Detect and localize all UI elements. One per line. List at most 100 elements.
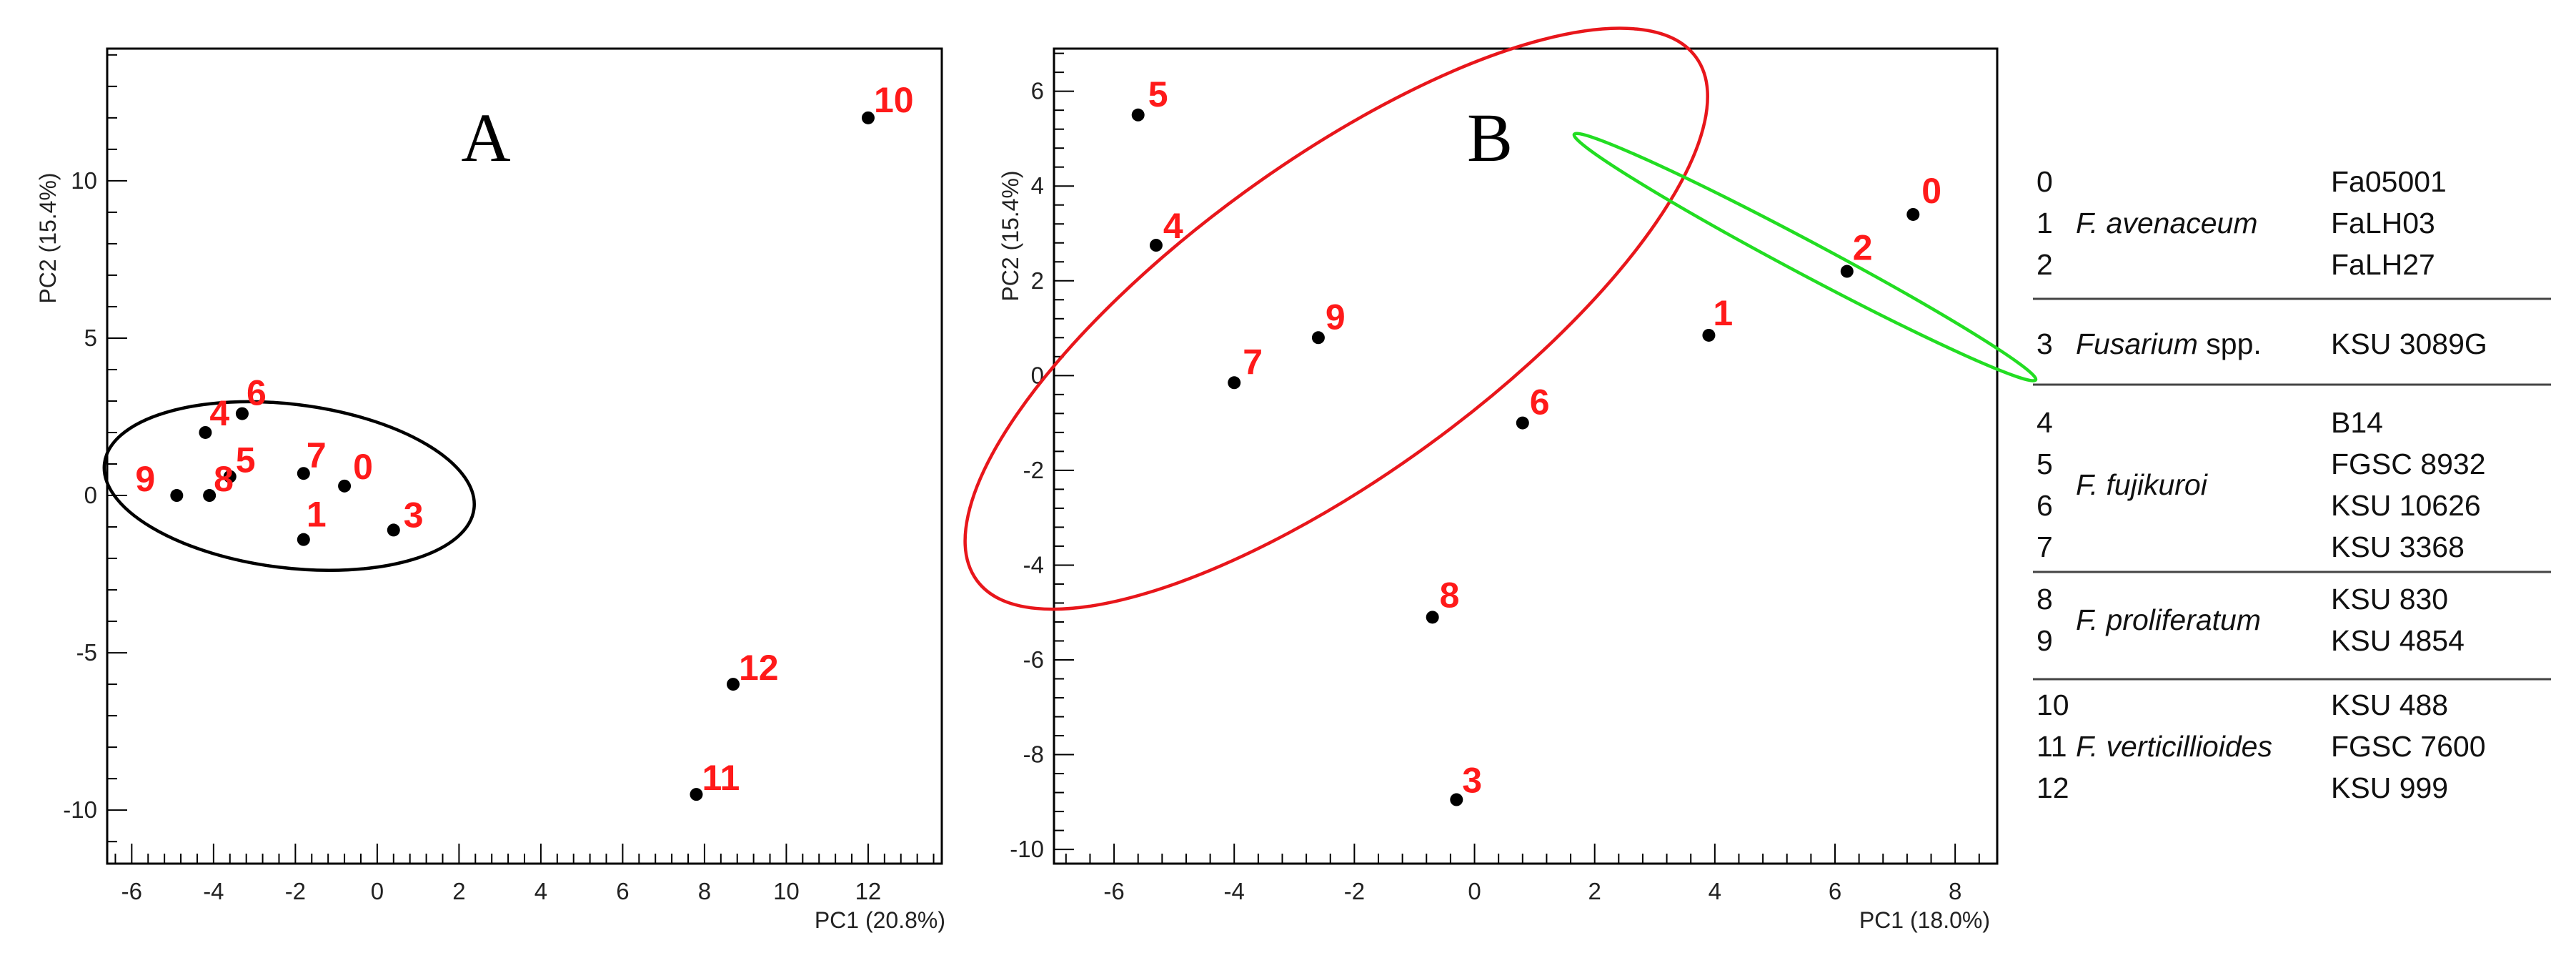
x-tick-label: 8 [1949,878,1961,904]
x-tick-label: 0 [371,878,384,904]
point-label: 11 [702,758,740,798]
data-point [1702,328,1716,342]
x-tick-label: 2 [452,878,465,904]
data-point [727,678,740,691]
legend-strain-name: Fa05001 [2331,165,2447,198]
y-tick-label: -4 [1023,551,1044,578]
x-tick-label: 10 [773,878,800,904]
data-point [1516,416,1529,430]
point-label: 6 [247,373,267,413]
point-label: 0 [1921,171,1941,211]
cluster-ellipse [1572,132,2038,382]
x-tick-label: -4 [203,878,224,904]
x-tick-label: -6 [1103,878,1124,904]
legend-species-name: F. fujikuroi [2076,468,2209,501]
point-label: 6 [1530,382,1550,423]
legend-row-number: 8 [2037,583,2053,616]
legend-strain-name: B14 [2331,406,2383,439]
point-label: 9 [135,459,155,499]
y-tick-label: 2 [1031,267,1044,294]
legend-species-name: F. verticillioides [2076,730,2272,763]
data-point [861,111,875,124]
legend-row-number: 6 [2037,489,2053,522]
legend-row-number: 12 [2037,771,2069,804]
legend-row-number: 3 [2037,327,2053,360]
cluster-ellipse [963,26,1709,611]
x-tick-label: 6 [1829,878,1841,904]
x-tick-label: -2 [1344,878,1365,904]
data-point [199,425,212,439]
data-point [1311,331,1325,345]
data-point [297,533,310,546]
plot-frame [106,47,943,865]
data-point [1131,108,1145,122]
data-point [1426,611,1439,624]
y-tick-label: -10 [63,796,97,823]
x-tick-label: 2 [1588,878,1601,904]
point-label: 0 [353,447,373,487]
legend-strain-name: KSU 3089G [2331,327,2487,360]
legend-row-number: 5 [2037,448,2053,480]
point-label: 9 [1326,297,1346,337]
legend-row-number: 11 [2037,730,2067,763]
point-label: 5 [236,440,256,480]
legend-species-name: F. avenaceum [2076,207,2258,240]
data-point [223,470,237,483]
point-label: 7 [1243,342,1263,382]
y-tick-label: -5 [76,639,97,666]
legend-strain-name: KSU 999 [2331,771,2448,804]
x-tick-label: -2 [285,878,306,904]
legend-strain-name: KSU 830 [2331,583,2448,616]
point-label: 2 [1853,228,1873,268]
y-tick-label: -8 [1023,741,1044,768]
legend-species-name: Fusarium spp. [2076,327,2262,360]
plot-frame [1053,47,1999,865]
x-axis-title: PC1 (18.0%) [1859,907,1990,933]
point-label: 10 [874,80,914,120]
y-axis-title: PC2 (15.4%) [998,170,1023,301]
legend-row-number: 7 [2037,530,2053,563]
legend-species-part: F. verticillioides [2076,730,2272,763]
x-tick-label: 6 [616,878,629,904]
point-label: 3 [1462,761,1482,801]
legend-strain-name: KSU 4854 [2331,624,2465,657]
legend-row-number: 2 [2037,248,2053,281]
legend-species-name: F. proliferatum [2076,603,2261,636]
data-point [1149,239,1163,252]
y-tick-label: 10 [71,167,97,194]
x-tick-label: 12 [855,878,882,904]
data-point [338,479,352,493]
legend-strain-name: FaLH27 [2331,248,2435,281]
data-point [1906,207,1920,221]
point-label: 5 [1148,74,1168,114]
x-tick-label: 4 [1709,878,1721,904]
point-label: 4 [209,393,229,433]
legend-row-number: 4 [2037,406,2053,439]
legend-species-part: Fusarium [2076,327,2198,360]
legend-strain-name: KSU 488 [2331,688,2448,721]
legend-species-part: F. fujikuroi [2076,468,2209,501]
y-axis-title: PC2 (15.4%) [35,172,61,303]
data-point [1840,265,1854,278]
legend-species-part: F. proliferatum [2076,603,2261,636]
x-tick-label: 4 [534,878,547,904]
data-point [235,407,249,420]
legend-row-number: 10 [2037,688,2069,721]
panel-b: -6 -4 -2 0 2 4 6 8 -10 -8 -6 -4 -2 0 2 4 6 PC1 (18.0%) PC2… [963,26,2038,933]
legend-strain-name: FGSC 7600 [2331,730,2486,763]
y-tick-label: 4 [1031,172,1044,199]
legend-table: 0 Fa05001 1 FaLH03 2 FaLH27 F. avenaceum 3 KSU 3… [2033,165,2551,804]
x-tick-label: 8 [698,878,711,904]
legend-strain-name: KSU 3368 [2331,530,2465,563]
legend-species-part: spp. [2198,327,2262,360]
legend-species-part: F. avenaceum [2076,207,2258,240]
point-label: 1 [307,495,327,535]
legend-strain-name: FaLH03 [2331,207,2435,240]
y-tick-label: 0 [84,482,97,508]
point-label: 4 [1163,206,1183,246]
point-label: 7 [307,435,327,475]
data-point [1228,376,1241,390]
point-label: 3 [404,495,424,535]
data-point [203,489,217,503]
point-label: 1 [1713,293,1733,333]
